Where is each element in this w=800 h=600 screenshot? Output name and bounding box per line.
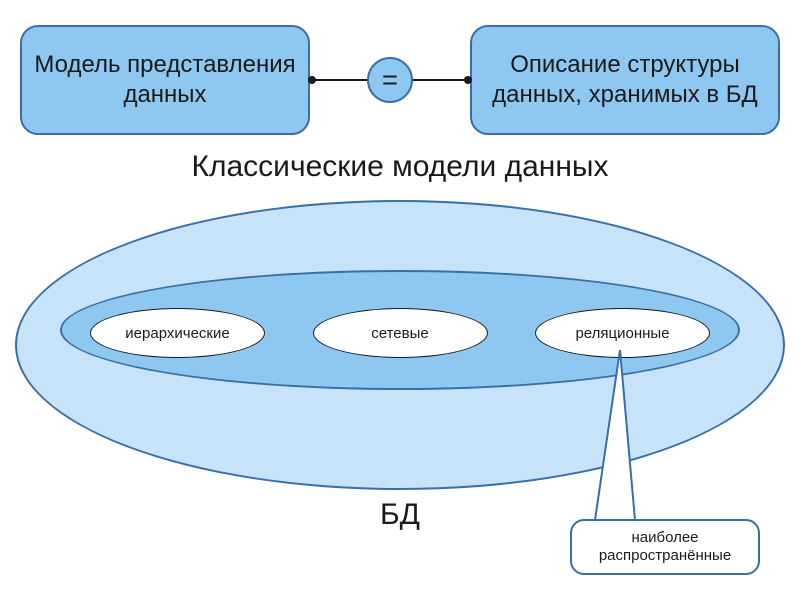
connector-right: [413, 79, 470, 81]
equals-circle: =: [367, 57, 413, 103]
section-title-text: Классические модели данных: [192, 150, 609, 183]
callout-label: наиболее распространённые: [572, 529, 758, 565]
model-network-label: сетевые: [371, 325, 428, 342]
equation-row: Модель представления данных = Описание с…: [20, 25, 780, 135]
left-box-label: Модель представления данных: [22, 50, 308, 110]
right-box-label: Описание структуры данных, хранимых в БД: [472, 50, 778, 110]
model-hierarchical-label: иерархические: [125, 325, 229, 342]
dot-right: [464, 76, 472, 84]
left-box: Модель представления данных: [20, 25, 310, 135]
callout-box: наиболее распространённые: [570, 519, 760, 575]
model-relational-label: реляционные: [575, 325, 669, 342]
dot-left: [308, 76, 316, 84]
right-box: Описание структуры данных, хранимых в БД: [470, 25, 780, 135]
callout-tail: [560, 350, 680, 530]
model-network: сетевые: [313, 308, 488, 358]
model-hierarchical: иерархические: [90, 308, 265, 358]
equals-label: =: [382, 64, 398, 96]
connector-left: [310, 79, 367, 81]
section-title: Классические модели данных: [0, 150, 800, 184]
bd-label-text: БД: [380, 498, 420, 531]
